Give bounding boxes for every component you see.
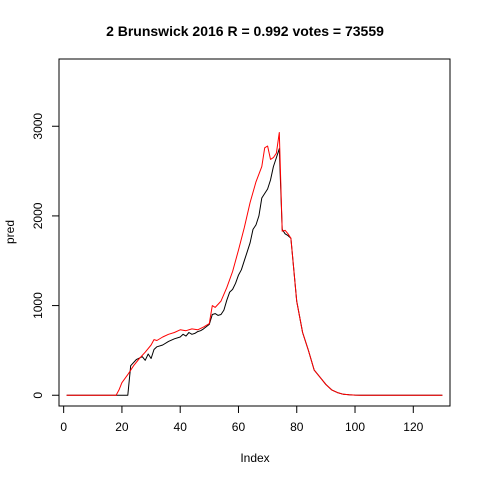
plot-frame — [58, 58, 451, 407]
x-axis-label: Index — [240, 451, 269, 465]
y-tick-label: 1000 — [31, 292, 45, 319]
x-tick-label: 80 — [290, 420, 304, 434]
x-tick-label: 0 — [60, 420, 67, 434]
series-line-2 — [66, 132, 443, 396]
x-tick-label: 60 — [232, 420, 246, 434]
chart-title: 2 Brunswick 2016 R = 0.992 votes = 73559 — [106, 23, 384, 39]
y-tick-label: 3000 — [31, 113, 45, 140]
x-axis: 0 20 40 60 80 100 120 — [60, 405, 424, 434]
x-tick-label: 100 — [345, 420, 365, 434]
x-tick-label: 120 — [403, 420, 423, 434]
y-tick-label: 0 — [31, 392, 45, 399]
y-axis: 0 1000 2000 3000 — [31, 113, 60, 399]
series-layer — [66, 132, 443, 396]
x-tick-label: 20 — [115, 420, 129, 434]
y-tick-label: 2000 — [31, 202, 45, 229]
y-axis-label: pred — [3, 220, 17, 244]
x-tick-label: 40 — [174, 420, 188, 434]
